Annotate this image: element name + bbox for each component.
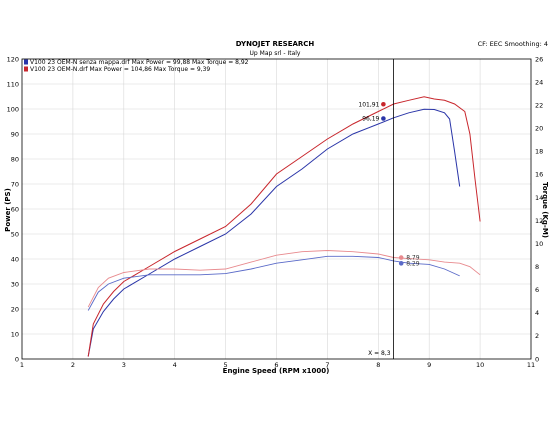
y-left-tick-label: 80 xyxy=(11,155,19,163)
power-line-0 xyxy=(87,108,461,357)
torque-line-3 xyxy=(87,250,481,308)
ticks: 1 2 3 4 5 6 7 8 9 10 11010203040506070809010011012… xyxy=(7,55,544,369)
y-left-tick-label: 90 xyxy=(11,130,19,138)
x-axis-label: Engine Speed (RPM x1000) xyxy=(223,367,330,375)
y-right-tick-label: 24 xyxy=(535,78,543,86)
torque-line-2 xyxy=(87,255,460,311)
legend-entry: V100 23 OEM-N.drf Max Power = 104,86 Max… xyxy=(30,66,210,73)
value-marker xyxy=(398,255,404,260)
x-tick-label: 1 xyxy=(20,361,24,369)
corner-info: CF: EEC Smoothing: 4 xyxy=(478,40,548,48)
chart-title: DYNOJET RESEARCH xyxy=(236,40,315,48)
value-marker xyxy=(398,261,404,266)
cursor-label: X = 8,3 xyxy=(368,350,391,357)
chart-subtitle: Up Map srl - Italy xyxy=(250,50,301,57)
legend: V100 23 OEM-N senza mappa.drf Max Power … xyxy=(24,59,249,73)
y-axis-left-label: Power (PS) xyxy=(4,188,12,232)
y-right-tick-label: 20 xyxy=(535,125,543,133)
value-label: 96,19 xyxy=(362,116,379,123)
y-right-tick-label: 2 xyxy=(535,332,539,340)
legend-entry: V100 23 OEM-N senza mappa.drf Max Power … xyxy=(30,59,249,66)
y-right-tick-label: 12 xyxy=(535,217,543,225)
y-right-tick-label: 14 xyxy=(535,194,543,202)
value-label: 8,79 xyxy=(406,255,420,262)
x-tick-label: 2 xyxy=(71,361,75,369)
y-right-tick-label: 26 xyxy=(535,55,543,63)
series-group xyxy=(87,96,481,357)
x-tick-label: 7 xyxy=(325,361,329,369)
x-tick-label: 4 xyxy=(173,361,177,369)
legend-swatch xyxy=(24,66,28,72)
y-left-tick-label: 30 xyxy=(11,280,19,288)
annotations-group: 101,91 96,19 8,798,29 xyxy=(358,101,419,267)
y-right-tick-label: 16 xyxy=(535,171,543,179)
y-axis-right-label: Torque (Kg-M) xyxy=(541,182,549,238)
y-left-tick-label: 10 xyxy=(11,330,19,338)
legend-swatch xyxy=(24,59,28,65)
y-left-tick-label: 100 xyxy=(7,105,19,113)
x-tick-label: 6 xyxy=(274,361,278,369)
value-label: 8,29 xyxy=(406,260,420,267)
y-right-tick-label: 6 xyxy=(535,286,539,294)
y-left-tick-label: 60 xyxy=(11,205,19,213)
y-left-tick-label: 40 xyxy=(11,255,19,263)
y-left-tick-label: 120 xyxy=(7,55,19,63)
y-right-tick-label: 0 xyxy=(535,355,539,363)
y-right-tick-label: 18 xyxy=(535,148,543,156)
y-left-tick-label: 50 xyxy=(11,230,19,238)
y-left-tick-label: 110 xyxy=(7,80,19,88)
value-marker xyxy=(381,116,386,121)
y-right-tick-label: 8 xyxy=(535,263,539,271)
y-right-tick-label: 10 xyxy=(535,240,543,248)
power-line-1 xyxy=(87,96,481,357)
x-tick-label: 8 xyxy=(376,361,380,369)
y-left-tick-label: 0 xyxy=(15,355,19,363)
x-tick-label: 11 xyxy=(527,361,535,369)
y-left-tick-label: 20 xyxy=(11,305,19,313)
grid xyxy=(22,59,531,359)
value-label: 101,91 xyxy=(358,101,379,108)
x-tick-label: 9 xyxy=(427,361,431,369)
value-marker xyxy=(381,101,386,107)
y-right-tick-label: 22 xyxy=(535,101,543,109)
x-tick-label: 10 xyxy=(476,361,484,369)
plot-frame xyxy=(21,58,532,360)
x-tick-label: 5 xyxy=(224,361,228,369)
x-tick-label: 3 xyxy=(122,361,126,369)
y-left-tick-label: 70 xyxy=(11,180,19,188)
cursor-group: X = 8,3 xyxy=(368,59,394,359)
y-right-tick-label: 4 xyxy=(535,309,539,317)
